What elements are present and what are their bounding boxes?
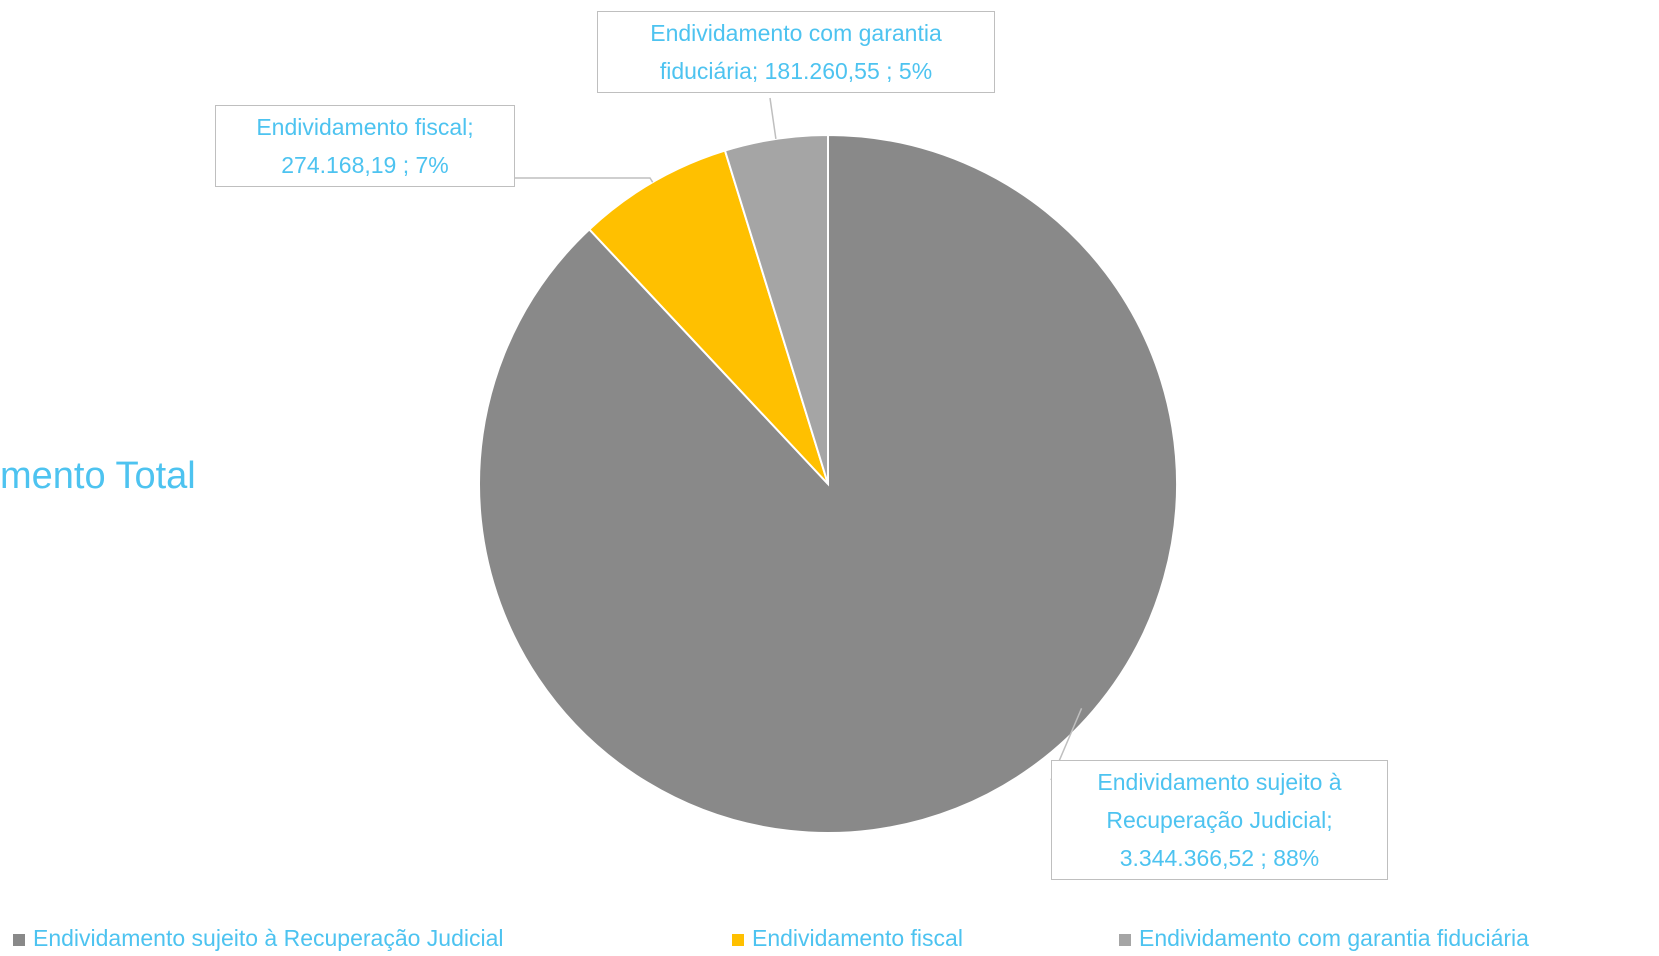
legend-label: Endividamento fiscal (752, 925, 963, 951)
legend-item: Endividamento com garantia fiduciária (1119, 925, 1529, 952)
leader-line (515, 177, 654, 183)
legend-item: Endividamento fiscal (732, 925, 963, 952)
data-label: Endividamento fiscal; 274.168,19 ; 7% (215, 105, 515, 187)
legend-swatch (1119, 934, 1131, 946)
pie-slice (723, 133, 829, 485)
pie-slice (587, 149, 829, 485)
legend-label: Endividamento sujeito à Recuperação Judi… (33, 925, 504, 951)
leader-line (769, 97, 777, 140)
legend-item: Endividamento sujeito à Recuperação Judi… (13, 925, 504, 952)
data-label: Endividamento com garantia fiduciária; 1… (597, 11, 995, 93)
legend-swatch (13, 934, 25, 946)
legend-label: Endividamento com garantia fiduciária (1139, 925, 1529, 951)
legend-swatch (732, 934, 744, 946)
chart-title: mento Total (0, 455, 196, 497)
data-label: Endividamento sujeito à Recuperação Judi… (1051, 760, 1388, 880)
